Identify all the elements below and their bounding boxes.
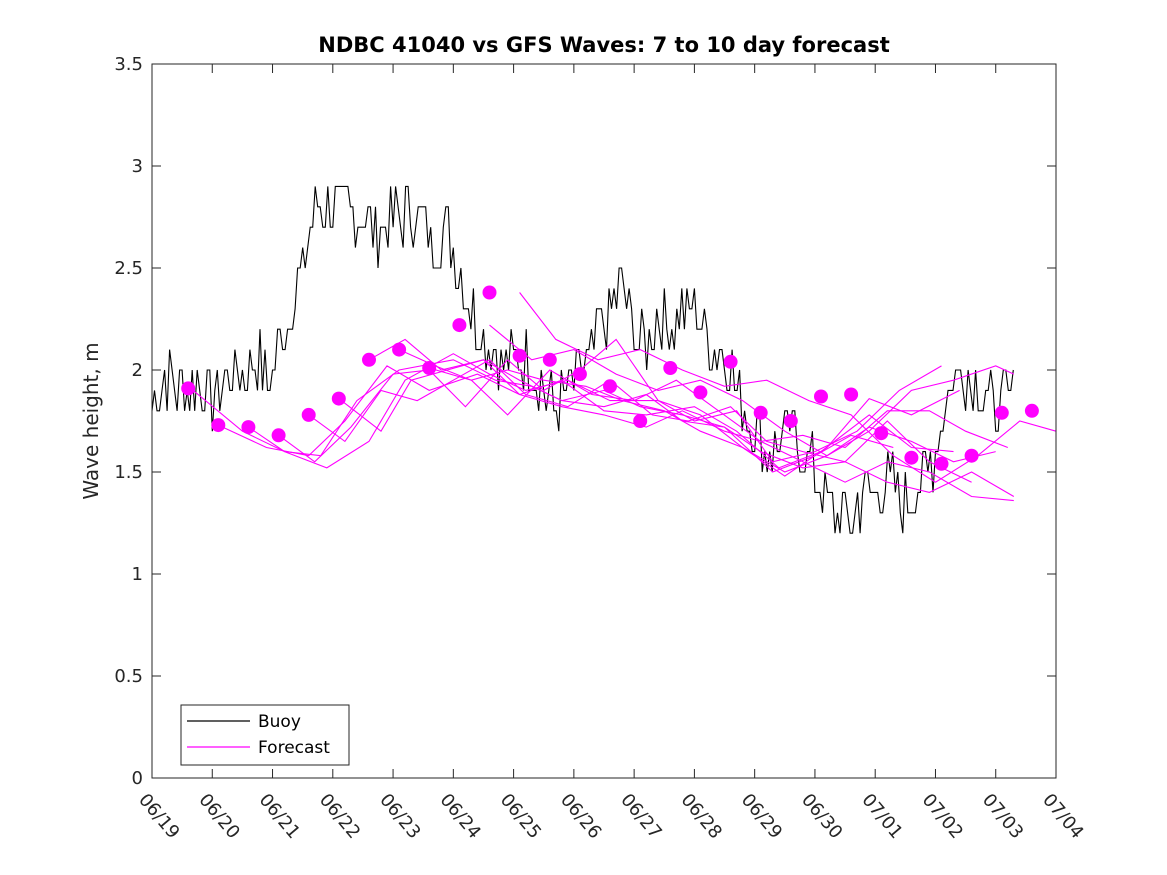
forecast-marker bbox=[663, 361, 678, 375]
forecast-marker bbox=[392, 342, 407, 357]
forecast-marker bbox=[301, 407, 316, 422]
forecast-marker bbox=[783, 414, 798, 428]
plot-area bbox=[152, 64, 1056, 778]
forecast-marker bbox=[181, 381, 196, 396]
forecast-marker bbox=[241, 420, 256, 435]
forecast-marker bbox=[753, 405, 768, 420]
forecast-marker bbox=[422, 361, 437, 375]
forecast-line bbox=[308, 359, 972, 483]
forecast-line bbox=[278, 338, 942, 463]
legend-forecast-label: Forecast bbox=[258, 738, 330, 758]
series-layer bbox=[151, 185, 1057, 534]
forecast-line bbox=[429, 367, 1008, 449]
forecast-marker bbox=[362, 352, 376, 367]
forecast-marker bbox=[482, 285, 497, 300]
y-tick-label: 3 bbox=[132, 156, 143, 177]
y-tick-label: 2 bbox=[132, 360, 143, 381]
forecast-marker bbox=[572, 367, 587, 382]
legend-buoy-label: Buoy bbox=[258, 712, 301, 732]
forecast-marker bbox=[874, 426, 889, 441]
forecast-marker bbox=[603, 379, 617, 394]
y-tick-label: 0 bbox=[132, 768, 143, 789]
forecast-marker bbox=[994, 405, 1009, 420]
plot-border bbox=[151, 63, 1057, 779]
forecast-marker bbox=[512, 348, 527, 363]
plot-background bbox=[152, 64, 1056, 778]
forecast-marker bbox=[904, 450, 919, 465]
forecast-marker bbox=[693, 385, 708, 400]
forecast-marker bbox=[271, 428, 286, 443]
forecast-line bbox=[398, 349, 996, 473]
forecast-marker bbox=[934, 456, 949, 471]
legend: Buoy Forecast bbox=[180, 704, 350, 766]
forecast-marker bbox=[542, 352, 557, 367]
y-tick-label: 1 bbox=[132, 564, 143, 585]
y-axis: 0 0.5 1 1.5 2 2.5 3 3.5 bbox=[114, 54, 1056, 789]
y-axis-label: Wave height, m bbox=[79, 342, 103, 499]
forecast-marker bbox=[331, 391, 346, 406]
forecast-line bbox=[368, 338, 1015, 497]
forecast-marker bbox=[1024, 403, 1039, 418]
forecast-series-lines bbox=[187, 292, 1057, 502]
forecast-marker bbox=[844, 387, 859, 402]
forecast-marker bbox=[814, 389, 828, 404]
forecast-marker bbox=[452, 318, 467, 333]
y-tick-label: 2.5 bbox=[114, 258, 143, 279]
forecast-marker bbox=[633, 414, 648, 428]
forecast-marker bbox=[964, 448, 979, 463]
forecast-marker bbox=[723, 354, 738, 369]
forecast-marker bbox=[211, 418, 226, 433]
legend-box bbox=[180, 704, 350, 766]
chart-title: NDBC 41040 vs GFS Waves: 7 to 10 day for… bbox=[318, 33, 889, 57]
y-tick-label: 0.5 bbox=[114, 666, 143, 687]
y-tick-label: 1.5 bbox=[114, 462, 143, 483]
forecast-markers bbox=[181, 285, 1039, 471]
y-tick-label: 3.5 bbox=[114, 54, 143, 75]
forecast-line bbox=[248, 353, 960, 477]
